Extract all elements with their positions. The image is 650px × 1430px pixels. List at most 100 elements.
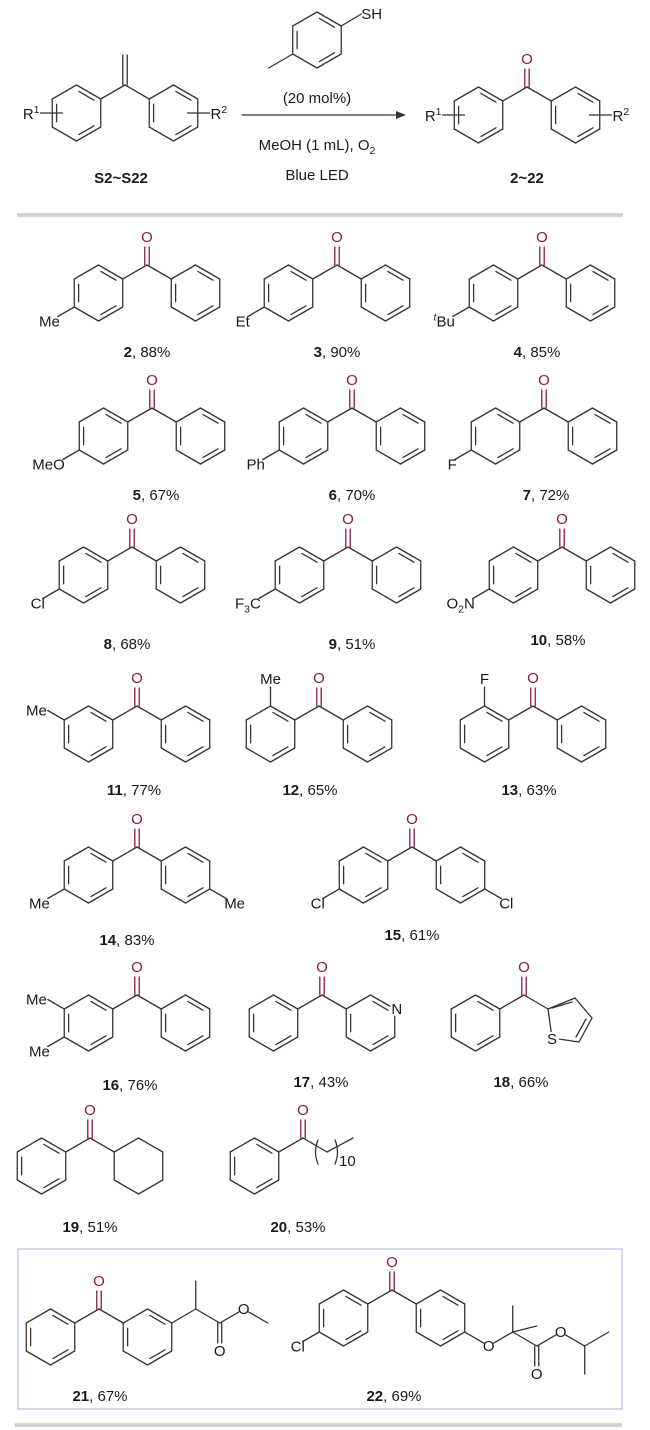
bond xyxy=(100,84,126,100)
double-bond-line xyxy=(462,887,479,898)
bond xyxy=(278,407,305,423)
yield-value: 51% xyxy=(88,1219,118,1236)
bond xyxy=(248,994,275,1010)
r2-label: R2 xyxy=(613,106,630,125)
substituent-bond xyxy=(62,449,80,461)
bond xyxy=(589,306,616,322)
r1-label: R1 xyxy=(425,106,442,125)
substituent-bond xyxy=(302,1331,320,1343)
aryl-ring xyxy=(468,264,519,322)
repeat-bracket-close xyxy=(334,1139,339,1165)
label-segment: O xyxy=(446,596,458,613)
compound-label: 16, 76% xyxy=(102,1077,157,1094)
substituent-label: tBu xyxy=(434,312,455,331)
compound-number: 12 xyxy=(282,782,299,799)
sh-label: SH xyxy=(361,6,382,23)
double-bond-line xyxy=(612,587,629,598)
yield-value: 58% xyxy=(556,632,586,649)
bond xyxy=(574,997,593,1019)
label-segment: Me xyxy=(29,1044,50,1061)
bond xyxy=(184,705,211,721)
substituent-bond xyxy=(454,449,472,461)
bond xyxy=(523,994,549,1010)
double-bond-line xyxy=(577,92,594,103)
substituent-bond xyxy=(47,888,65,900)
aryl-ring xyxy=(155,546,206,604)
compound-label: 11, 77% xyxy=(107,782,161,799)
substituent-bond xyxy=(47,998,65,1010)
bond xyxy=(508,705,534,721)
aryl-ring xyxy=(459,705,510,763)
yield-value: 53% xyxy=(296,1219,326,1236)
bond xyxy=(229,1137,256,1153)
bond xyxy=(578,1017,593,1043)
double-bond-line xyxy=(369,746,386,757)
aryl-ring xyxy=(375,407,426,465)
carbonyl-oxygen-label: O xyxy=(342,511,354,528)
carbonyl-oxygen: O xyxy=(331,229,343,246)
carbonyl-oxygen-label: O xyxy=(386,1254,398,1271)
separator: , xyxy=(383,1388,391,1405)
substituent-label: Cl xyxy=(499,896,513,913)
repeat-bracket-open xyxy=(314,1139,319,1165)
aryl-ring xyxy=(175,407,226,465)
bond xyxy=(102,407,129,423)
bond xyxy=(184,994,211,1010)
bond xyxy=(136,705,162,721)
substituent-label: Me xyxy=(26,703,47,720)
bond xyxy=(474,994,501,1010)
yield-value: 76% xyxy=(128,1077,158,1094)
bond xyxy=(494,407,521,423)
separator: , xyxy=(89,1388,97,1405)
compound-label: 13, 63% xyxy=(501,782,556,799)
double-bond-line xyxy=(480,127,497,138)
compound-22: Cl O O O O 22, 69% xyxy=(291,1254,610,1405)
bond xyxy=(327,407,353,423)
bond xyxy=(82,588,109,604)
thiophenol-ring xyxy=(292,11,342,69)
yield-value: 77% xyxy=(131,782,161,799)
conditions-solvent: MeOH (1 mL), O2 xyxy=(259,137,376,157)
compound-label: 7, 72% xyxy=(523,487,570,504)
yield-value: 90% xyxy=(330,344,360,361)
compound-label: 17, 43% xyxy=(293,1074,348,1091)
bond xyxy=(567,449,594,465)
double-bond-line xyxy=(369,711,386,722)
label-segment: Cl xyxy=(499,896,513,913)
carbonyl-oxygen-label: O xyxy=(331,229,343,246)
label-segment: S xyxy=(547,1031,557,1048)
bond xyxy=(312,264,338,280)
bond xyxy=(345,994,372,1010)
label-segment: t xyxy=(434,312,438,324)
double-bond-line xyxy=(365,852,382,863)
bond xyxy=(512,1325,538,1333)
compound-label: 18, 66% xyxy=(493,1074,548,1091)
ether-oxygen: O xyxy=(483,1338,495,1355)
substituent-label: Et xyxy=(236,314,251,331)
compound-label: 5, 67% xyxy=(133,487,180,504)
bond xyxy=(297,994,323,1010)
label-segment: O xyxy=(555,1324,567,1341)
bond xyxy=(194,264,221,280)
substituent-bond xyxy=(484,888,502,900)
label-segment: Cl xyxy=(311,896,325,913)
bond xyxy=(278,449,305,465)
bond xyxy=(160,705,187,721)
label-segment: Bu xyxy=(436,314,454,331)
double-bond-line xyxy=(583,711,600,722)
substrate-label: S2~S22 xyxy=(94,170,148,187)
bond xyxy=(362,846,389,862)
double-bond-line xyxy=(202,413,219,424)
aryl-ring xyxy=(73,264,124,322)
carbonyl-oxygen: O xyxy=(556,511,568,528)
compound-14: Me Me O 14, 83% Cl Cl O 15, 61% Me Me O 16, 76% N O 17… xyxy=(16,811,610,1405)
double-bond-line xyxy=(149,1349,166,1360)
carbonyl-oxygen: O xyxy=(406,811,418,828)
bond xyxy=(556,705,583,721)
bond xyxy=(16,1137,43,1153)
bond xyxy=(155,588,182,604)
double-bond-line xyxy=(612,552,629,563)
label-segment: O xyxy=(238,1301,250,1318)
